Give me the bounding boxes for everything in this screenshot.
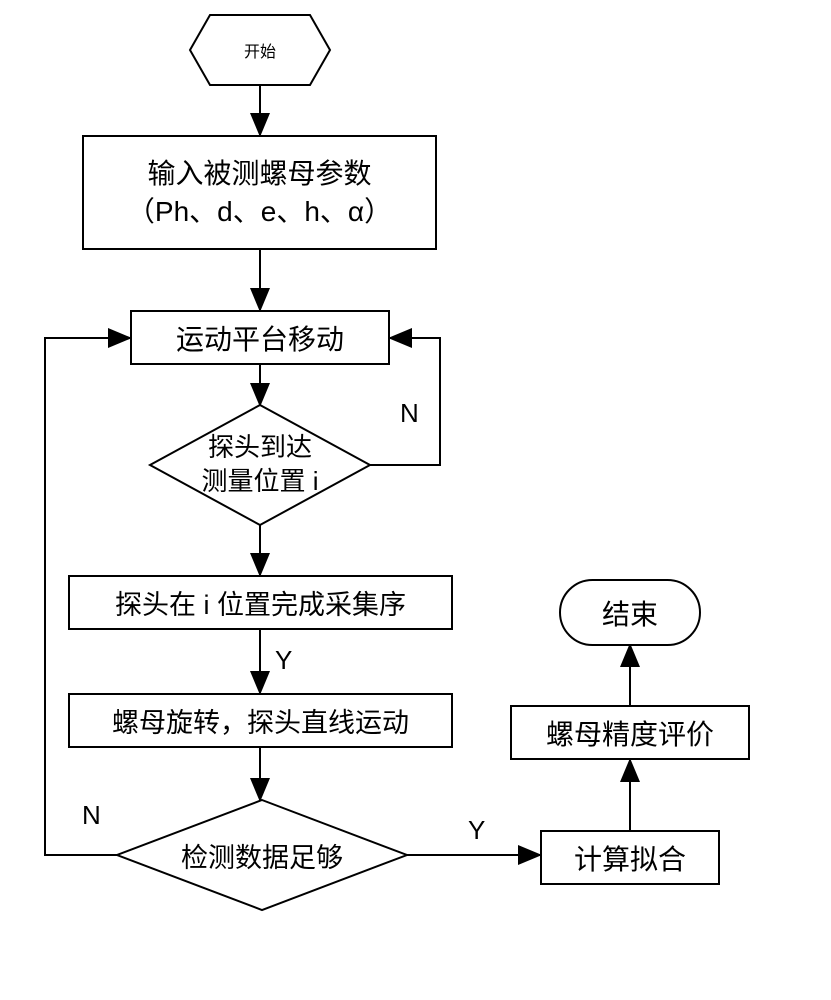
probe-reach-line2: 测量位置 i <box>201 465 318 499</box>
calc-fit-label: 计算拟合 <box>574 838 686 878</box>
data-enough-node: 检测数据足够 <box>117 800 407 910</box>
probe-reach-line1: 探头到达 <box>201 431 318 465</box>
input-params-line2: （Ph、d、e、h、α） <box>127 193 392 231</box>
edge-label-n1: N <box>400 398 419 429</box>
probe-reach-node: 探头到达 测量位置 i <box>150 405 370 525</box>
accuracy-eval-node: 螺母精度评价 <box>510 705 750 760</box>
end-node: 结束 <box>560 580 700 645</box>
accuracy-eval-label: 螺母精度评价 <box>546 713 714 753</box>
edge-label-y2: Y <box>468 815 485 846</box>
nut-rotate-node: 螺母旋转，探头直线运动 <box>68 693 453 748</box>
input-params-line1: 输入被测螺母参数 <box>147 155 371 193</box>
input-params-node: 输入被测螺母参数 （Ph、d、e、h、α） <box>82 135 437 250</box>
start-node: 开始 <box>190 15 330 85</box>
end-label: 结束 <box>602 593 658 633</box>
platform-move-label: 运动平台移动 <box>176 318 344 358</box>
calc-fit-node: 计算拟合 <box>540 830 720 885</box>
edge-label-n2: N <box>82 800 101 831</box>
nut-rotate-label: 螺母旋转，探头直线运动 <box>112 701 409 740</box>
probe-acquire-label: 探头在 i 位置完成采集序 <box>115 583 406 622</box>
edge-label-y1: Y <box>275 645 292 676</box>
start-label: 开始 <box>244 38 276 62</box>
probe-acquire-node: 探头在 i 位置完成采集序 <box>68 575 453 630</box>
data-enough-label: 检测数据足够 <box>181 836 343 875</box>
platform-move-node: 运动平台移动 <box>130 310 390 365</box>
